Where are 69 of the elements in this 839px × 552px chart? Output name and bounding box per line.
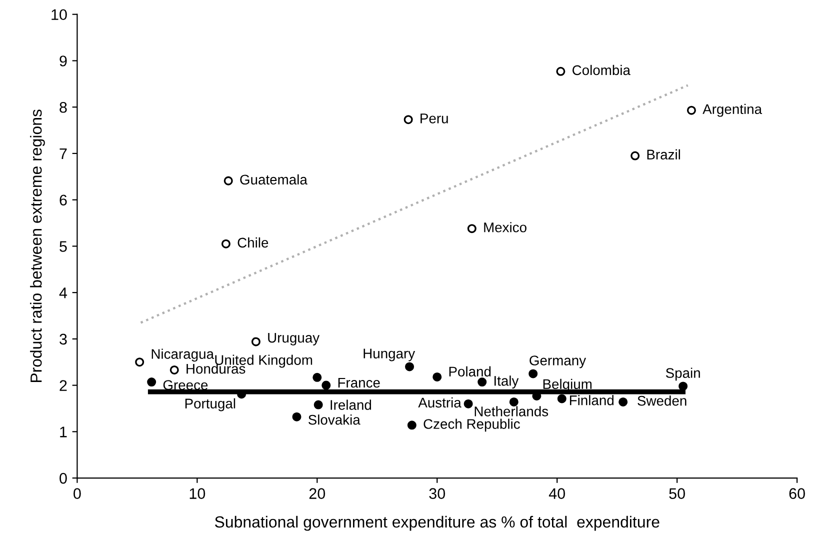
point bbox=[407, 420, 416, 430]
x-tick-label: 60 bbox=[789, 488, 805, 499]
x-tick-label: 40 bbox=[548, 488, 565, 499]
y-tick-label: 0 bbox=[60, 472, 67, 484]
point bbox=[221, 239, 230, 248]
point bbox=[467, 224, 476, 234]
annotation: Chile bbox=[238, 237, 268, 248]
point bbox=[630, 151, 640, 160]
annotation: Brazil bbox=[647, 149, 680, 160]
point bbox=[251, 337, 260, 346]
point bbox=[404, 115, 413, 124]
x-tick-label: 50 bbox=[669, 488, 685, 499]
annotation: Guatemala bbox=[240, 174, 308, 185]
point bbox=[292, 412, 302, 422]
x-axis-title: Subnational government expenditure as % of total expenditure bbox=[214, 516, 660, 531]
point bbox=[478, 378, 487, 387]
point bbox=[405, 362, 414, 372]
x-tick-label: 10 bbox=[190, 488, 206, 499]
y-axis-title: Product ratio between extreme regions bbox=[30, 110, 45, 382]
x-tick-label: 0 bbox=[74, 488, 81, 499]
annotation: Ireland bbox=[330, 400, 372, 410]
annotation: Hungary bbox=[364, 348, 416, 362]
y-tick-label: 5 bbox=[60, 241, 67, 252]
annotation: Peru bbox=[420, 114, 448, 124]
annotation: Argentina bbox=[702, 104, 762, 117]
point bbox=[322, 380, 331, 390]
annotation: Belgium bbox=[543, 378, 592, 392]
y-tick-label: 7 bbox=[60, 148, 67, 159]
annotation: Czech Republic bbox=[424, 418, 520, 432]
annotation: Finland bbox=[570, 395, 614, 406]
y-tick-label: 8 bbox=[60, 102, 67, 113]
y-tick-label: 6 bbox=[60, 194, 67, 206]
y-tick-label: 1 bbox=[60, 426, 67, 438]
annotation: Poland bbox=[449, 366, 491, 377]
y-tick-label: 4 bbox=[59, 288, 68, 298]
point bbox=[557, 394, 566, 404]
point bbox=[464, 399, 473, 408]
y-tick-label: 2 bbox=[60, 380, 67, 391]
annotation: Slovakia bbox=[308, 414, 360, 425]
y-tick-label: 3 bbox=[60, 334, 67, 345]
point bbox=[678, 382, 688, 391]
annotation: Sweden bbox=[638, 396, 686, 406]
annotation: Germany bbox=[530, 356, 586, 368]
point bbox=[314, 400, 323, 410]
y-tick-label: 9 bbox=[60, 56, 67, 66]
point bbox=[147, 378, 156, 387]
point bbox=[135, 358, 144, 367]
y-tick-label: 10 bbox=[52, 9, 67, 20]
point bbox=[556, 66, 566, 76]
annotation: Portugal bbox=[185, 398, 236, 412]
annotation: Spain bbox=[666, 368, 700, 381]
point bbox=[528, 369, 538, 378]
annotation: Austria bbox=[418, 397, 462, 408]
point bbox=[432, 372, 442, 382]
annotation: Mexico bbox=[484, 222, 526, 232]
x-tick-label: 30 bbox=[429, 488, 446, 499]
point bbox=[224, 176, 233, 186]
point bbox=[686, 106, 696, 115]
annotation: Colombia bbox=[572, 64, 630, 76]
annotation: Netherlands bbox=[474, 406, 548, 416]
point bbox=[170, 365, 179, 375]
point bbox=[618, 397, 628, 406]
x-tick-label: 20 bbox=[309, 488, 326, 499]
annotation: Nicaragua bbox=[152, 348, 214, 362]
annotation: Uruguay bbox=[268, 332, 320, 346]
annotation: France bbox=[338, 378, 380, 388]
point bbox=[509, 397, 518, 406]
point bbox=[312, 372, 322, 382]
annotation: Italy bbox=[494, 376, 519, 389]
